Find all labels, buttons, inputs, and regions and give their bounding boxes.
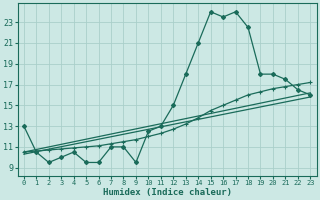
X-axis label: Humidex (Indice chaleur): Humidex (Indice chaleur): [103, 188, 232, 197]
